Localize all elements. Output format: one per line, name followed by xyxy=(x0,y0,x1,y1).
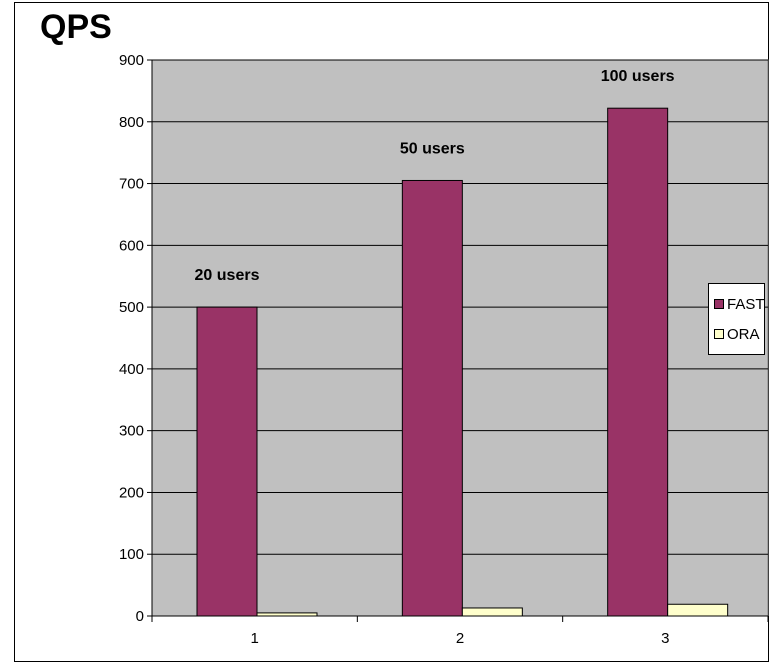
legend-item-ora: ORA xyxy=(714,325,760,343)
bar-fast-1 xyxy=(196,306,258,617)
bar-fast-3 xyxy=(607,107,669,617)
x-tick-label: 3 xyxy=(661,630,669,647)
legend: FAST ORA xyxy=(708,283,765,355)
x-tick-label: 1 xyxy=(250,630,258,647)
y-tick-label: 800 xyxy=(119,114,144,131)
y-tick-label: 600 xyxy=(119,237,144,254)
bar-fast-2 xyxy=(401,179,463,617)
y-tick-label: 300 xyxy=(119,423,144,440)
data-label: 50 users xyxy=(400,140,465,157)
legend-swatch-ora xyxy=(714,329,724,339)
y-tick-label: 400 xyxy=(119,361,144,378)
y-tick-label: 200 xyxy=(119,484,144,501)
y-tick-label: 0 xyxy=(136,608,144,625)
y-tick-label: 900 xyxy=(119,52,144,69)
legend-item-fast: FAST xyxy=(714,295,765,313)
y-tick-label: 500 xyxy=(119,299,144,316)
data-label: 20 users xyxy=(195,267,260,284)
bar-ora-2 xyxy=(461,607,523,617)
data-label: 100 users xyxy=(601,68,675,85)
plot-area: 0 100 200 300 400 500 600 700 800 900 1 2 3 20 users 5… xyxy=(119,52,769,647)
legend-swatch-fast xyxy=(714,299,724,309)
chart-title: QPS xyxy=(40,8,112,46)
bar-ora-3 xyxy=(667,603,729,617)
bar-ora-1 xyxy=(256,612,318,617)
y-tick-label: 700 xyxy=(119,176,144,193)
y-tick-label: 100 xyxy=(119,546,144,563)
legend-label-ora: ORA xyxy=(727,325,760,343)
legend-label-fast: FAST xyxy=(727,295,765,313)
x-tick-label: 2 xyxy=(456,630,464,647)
